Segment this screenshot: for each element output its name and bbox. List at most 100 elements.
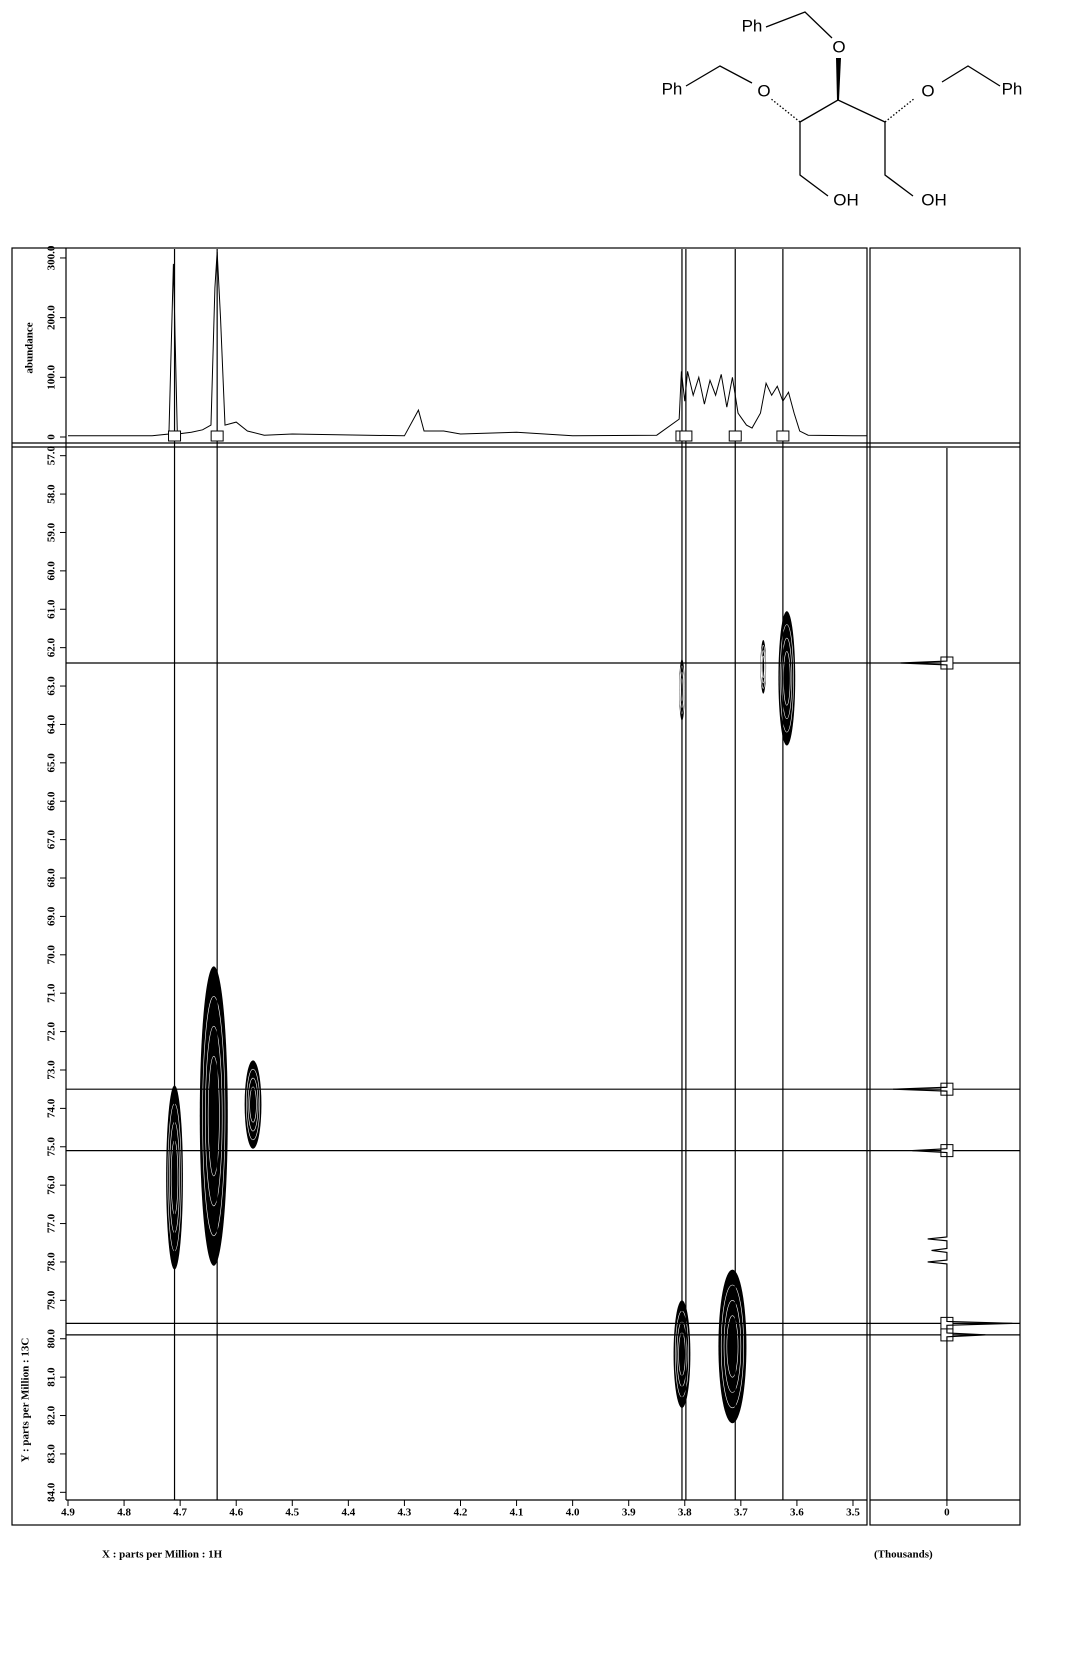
y-tick-label: 64.0: [46, 714, 58, 734]
y-tick-label: 58.0: [46, 484, 58, 504]
atom-label: Ph: [1002, 79, 1023, 98]
y-axis-label: abundance: [24, 322, 36, 373]
hash-bond: [884, 97, 916, 123]
x-tick-label: 4.2: [454, 1507, 468, 1519]
y-tick-label: 79.0: [46, 1290, 58, 1310]
y-tick-label: 81.0: [46, 1367, 58, 1387]
contour-ring: [761, 650, 766, 684]
x-tick-label: 4.9: [61, 1507, 75, 1519]
contour-ring: [720, 1284, 744, 1409]
contour-ring: [247, 1077, 259, 1132]
contour-ring: [760, 645, 766, 689]
atom-label: O: [757, 81, 770, 100]
x-axis-label: X : parts per Million : 1H: [102, 1549, 223, 1561]
y-tick-label: 77.0: [46, 1213, 58, 1233]
y-tick-label: 200.0: [46, 305, 58, 330]
x-tick-label: 4.8: [117, 1507, 131, 1519]
hash-bond: [769, 97, 801, 123]
x-tick-label: 3.6: [790, 1507, 804, 1519]
x-tick-label: 4.5: [285, 1507, 299, 1519]
y-tick-label: 83.0: [46, 1444, 58, 1464]
cross-peak: [199, 966, 228, 1266]
y-tick-label: 80.0: [46, 1329, 58, 1349]
x-tick-label: 4.3: [398, 1507, 412, 1519]
spectrum-1h: [68, 251, 867, 437]
contour-ring: [249, 1086, 257, 1123]
atom-label: O: [921, 81, 934, 100]
y-tick-label: 70.0: [46, 945, 58, 965]
x-tick-label: 4.1: [510, 1507, 524, 1519]
right-frame: [869, 247, 1021, 1526]
cursor-box: [168, 430, 182, 442]
cross-peak: [244, 1060, 262, 1149]
wedge-bond: [836, 58, 841, 100]
y-tick-label: 84.0: [46, 1482, 58, 1502]
cross-peak: [760, 639, 767, 694]
atom-label: OH: [833, 190, 859, 209]
contour-ring: [246, 1068, 261, 1141]
y-tick-label: 67.0: [46, 829, 58, 849]
y-tick-label: 60.0: [46, 561, 58, 581]
y-tick-label: 61.0: [46, 599, 58, 619]
bond: [799, 122, 829, 197]
contour-ring: [779, 624, 794, 733]
bond: [941, 65, 1001, 87]
y-tick-label: 59.0: [46, 522, 58, 542]
y-tick-label: 63.0: [46, 676, 58, 696]
y-tick-label: 71.0: [46, 983, 58, 1003]
atom-label: Ph: [742, 16, 763, 35]
y-tick-label: 100.0: [46, 364, 58, 389]
cursor-box: [679, 430, 693, 442]
y-tick-label: 72.0: [46, 1021, 58, 1041]
y-tick-label: 73.0: [46, 1060, 58, 1080]
x-tick-label: 4.0: [566, 1507, 580, 1519]
contour-ring: [205, 1025, 223, 1207]
y-tick-label: 75.0: [46, 1137, 58, 1157]
atom-label: O: [832, 37, 845, 56]
y-axis-label: Y : parts per Million : 13C: [20, 1338, 32, 1463]
y-tick-label: 68.0: [46, 868, 58, 888]
left-frame: [11, 247, 868, 1526]
contour-ring: [726, 1315, 739, 1378]
y-tick-label: 78.0: [46, 1252, 58, 1272]
x-tick-label: 4.6: [229, 1507, 243, 1519]
x-tick-label: 4.4: [341, 1507, 355, 1519]
x-tick-label: 3.9: [622, 1507, 636, 1519]
x-tick-label: 3.7: [734, 1507, 748, 1519]
y-tick-label: 76.0: [46, 1175, 58, 1195]
y-tick-label: 66.0: [46, 791, 58, 811]
x-tick-label: 3.5: [846, 1507, 860, 1519]
cursor-box: [728, 430, 742, 442]
molecule: [685, 11, 1001, 197]
y-tick-label: 57.0: [46, 446, 58, 466]
x-tick-label: 3.8: [678, 1507, 692, 1519]
spectrum-13c: [893, 448, 1013, 1500]
y-tick-label: 74.0: [46, 1098, 58, 1118]
contour-ring: [202, 995, 226, 1237]
contour-ring: [761, 655, 765, 678]
y-tick-label: 0: [46, 434, 58, 440]
cursor-box: [210, 430, 224, 442]
bond: [765, 11, 833, 39]
bond: [884, 122, 914, 197]
y-tick-label: 65.0: [46, 753, 58, 773]
y-tick-label: 62.0: [46, 638, 58, 658]
bond: [799, 99, 886, 123]
x-tick-label: 4.7: [173, 1507, 187, 1519]
y-tick-label: 82.0: [46, 1405, 58, 1425]
atom-label: OH: [921, 190, 947, 209]
y-tick-label: 69.0: [46, 906, 58, 926]
contour-ring: [781, 637, 793, 719]
cross-peak: [778, 611, 796, 746]
x-tick-label: 0: [944, 1507, 950, 1519]
atom-label: Ph: [662, 79, 683, 98]
x-axis-label: (Thousands): [874, 1549, 933, 1561]
cross-peak: [718, 1269, 747, 1424]
bond: [685, 65, 753, 87]
contour-ring: [723, 1300, 742, 1393]
contour-ring: [207, 1055, 220, 1177]
cursor-box: [776, 430, 790, 442]
y-tick-label: 300.0: [46, 245, 58, 270]
